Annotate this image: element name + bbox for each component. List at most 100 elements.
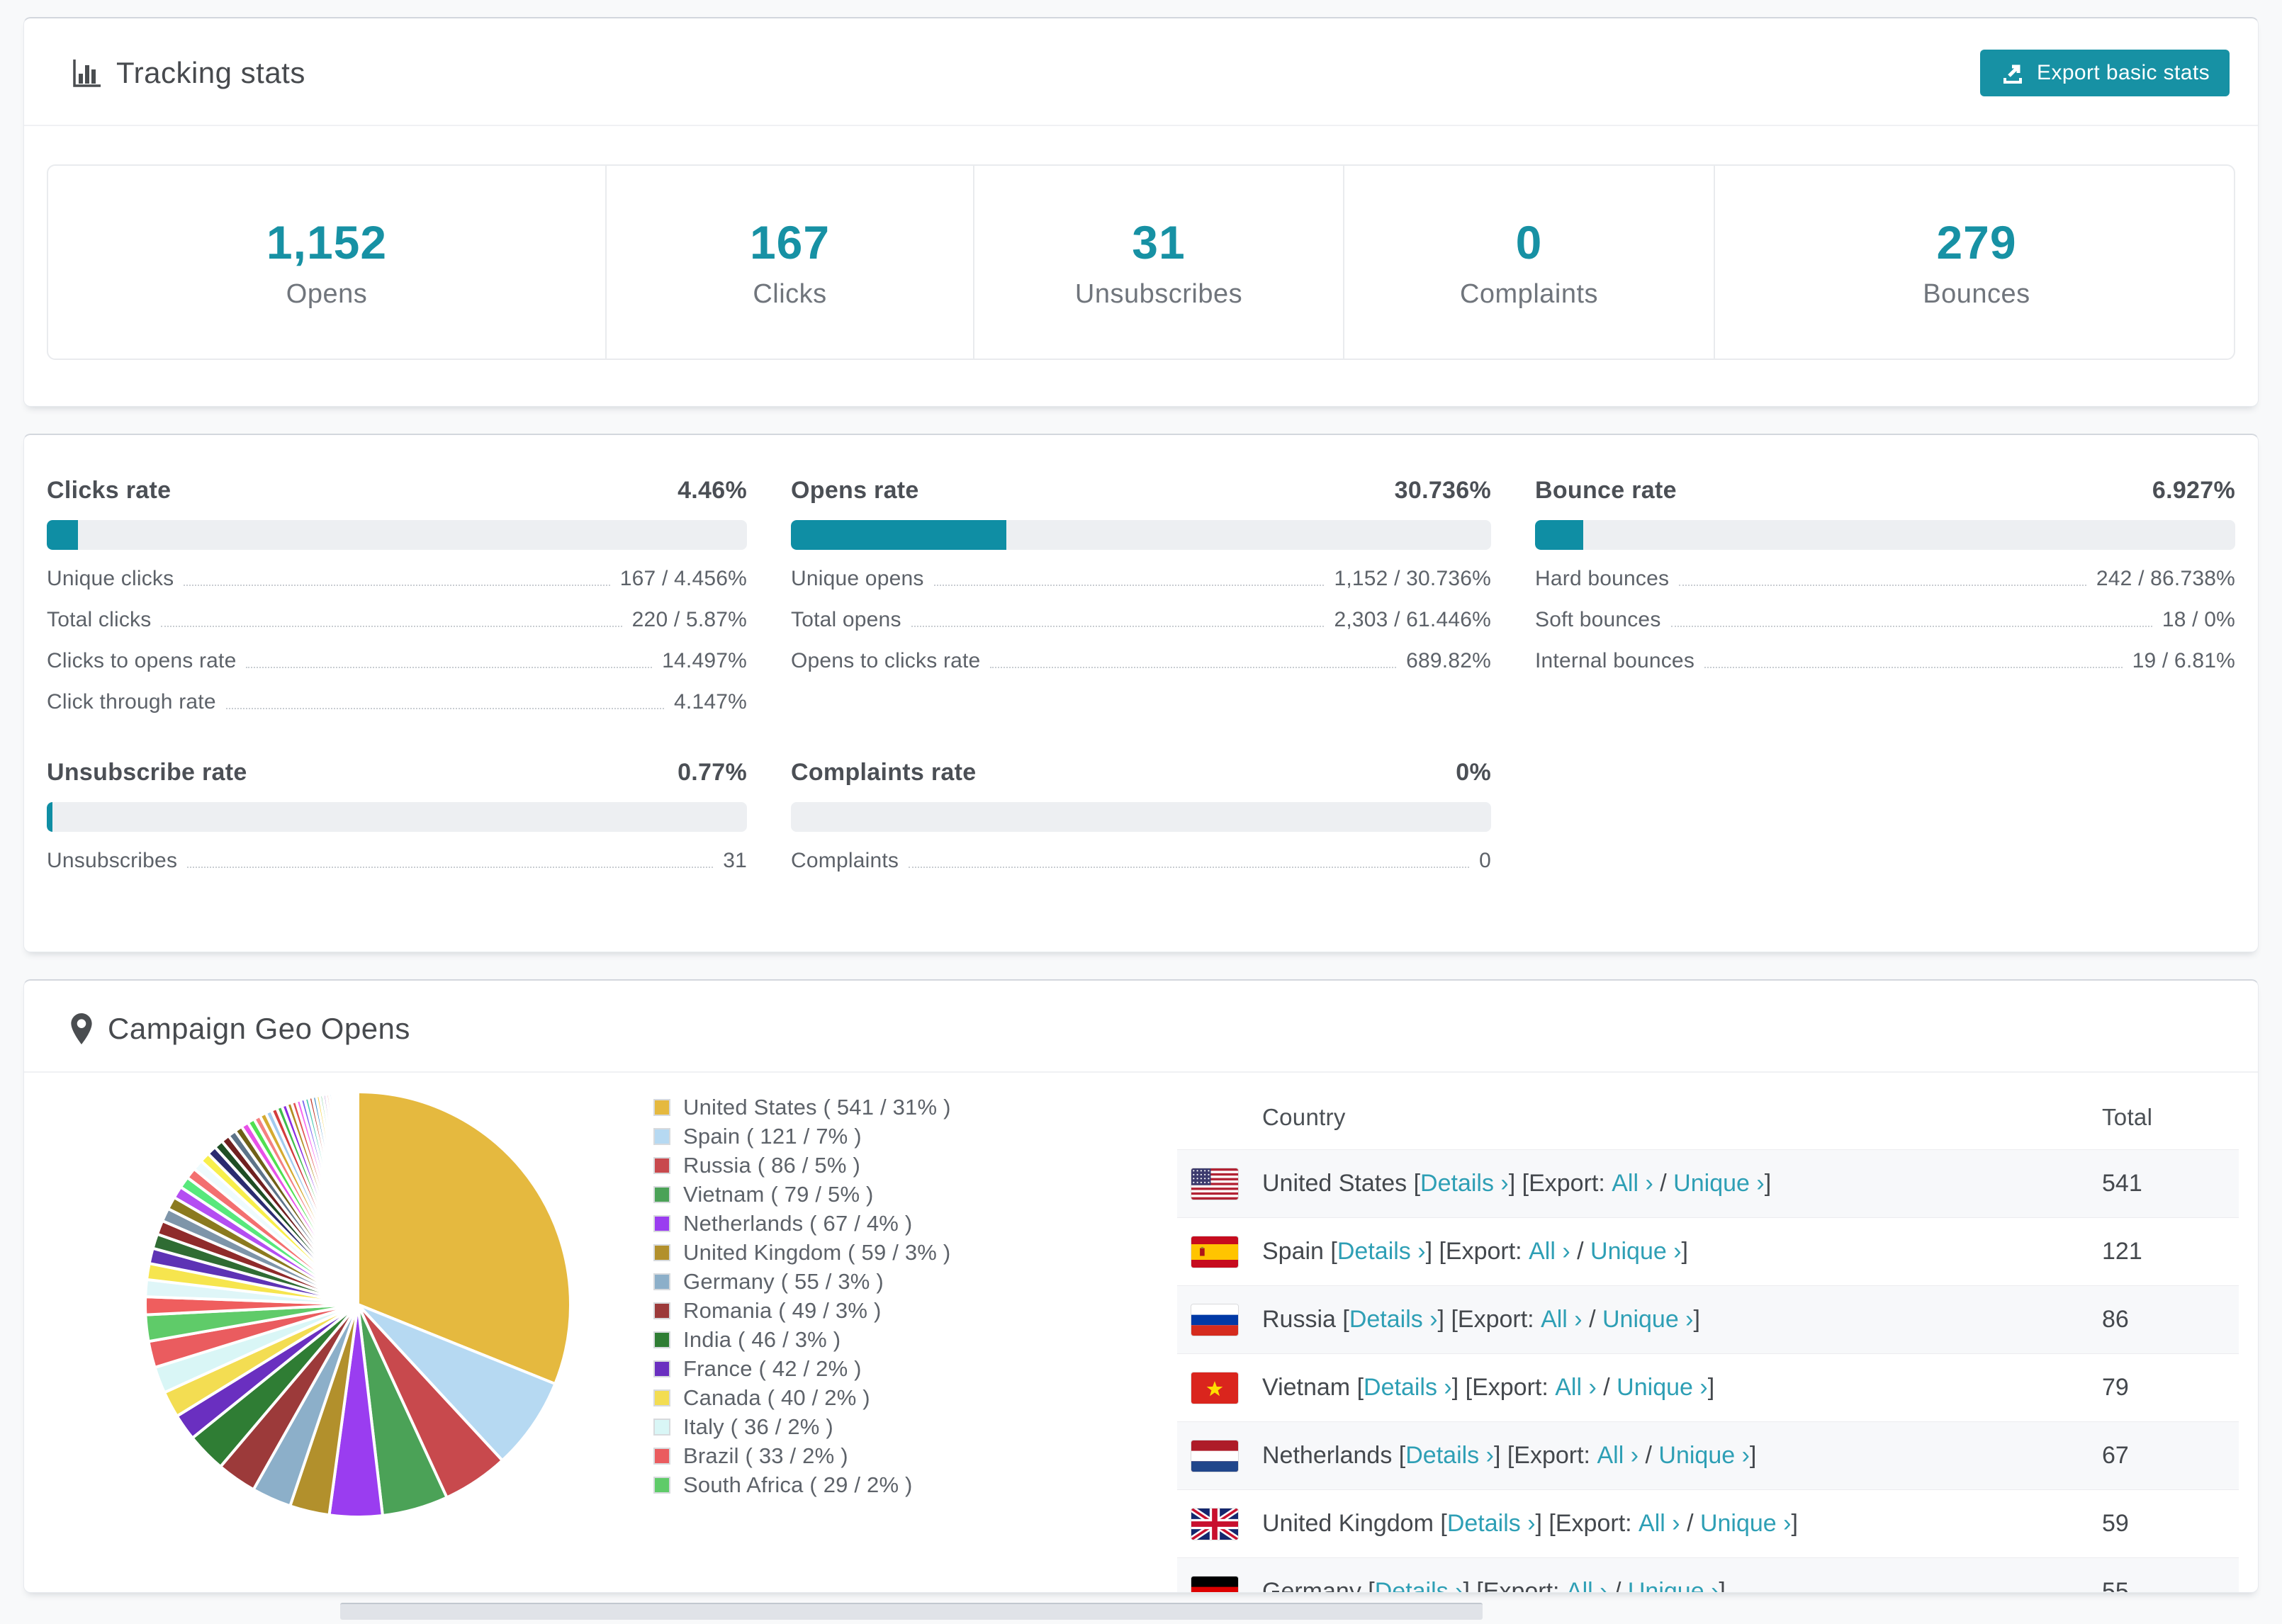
- export-label: Export:: [1514, 1442, 1591, 1469]
- rate-value: 30.736%: [1394, 477, 1491, 504]
- legend-item[interactable]: Brazil ( 33 / 2% ): [653, 1441, 951, 1470]
- legend-item[interactable]: Canada ( 40 / 2% ): [653, 1383, 951, 1412]
- details-link[interactable]: Details ›: [1364, 1374, 1452, 1401]
- export-all-link[interactable]: All ›: [1597, 1442, 1639, 1469]
- pie-slice[interactable]: [356, 1303, 557, 1462]
- legend-item[interactable]: South Africa ( 29 / 2% ): [653, 1470, 951, 1499]
- rate-progress-bar: [1535, 520, 2235, 550]
- rate-progress-bar: [791, 802, 1491, 832]
- rate-detail-row: Opens to clicks rate 689.82%: [791, 649, 1491, 673]
- legend-swatch: [653, 1418, 670, 1436]
- details-link[interactable]: Details ›: [1420, 1170, 1509, 1197]
- rate-detail-row: Unique clicks 167 / 4.456%: [47, 567, 747, 591]
- legend-label: United Kingdom ( 59 / 3% ): [683, 1239, 951, 1265]
- geo-opens-table: Country Total United States [Details ›] …: [1177, 1086, 2239, 1593]
- rate-detail-value: 19 / 6.81%: [2132, 649, 2235, 672]
- legend-label: Canada ( 40 / 2% ): [683, 1385, 870, 1410]
- page-title: Tracking stats: [116, 56, 305, 89]
- legend-swatch: [653, 1098, 670, 1116]
- country-name: United Kingdom: [1262, 1510, 1434, 1537]
- rate-detail-value: 31: [723, 849, 747, 872]
- pie-slice[interactable]: [356, 1090, 573, 1386]
- export-all-link[interactable]: All ›: [1566, 1578, 1608, 1593]
- ru-flag-icon: [1191, 1304, 1238, 1336]
- geo-table-header: Country Total: [1177, 1086, 2239, 1149]
- export-label: Export:: [1457, 1306, 1534, 1333]
- dotted-leader: [933, 585, 1325, 586]
- rate-progress-fill: [791, 520, 1006, 550]
- dotted-leader: [1704, 667, 2123, 668]
- rate-title: Opens rate: [791, 477, 919, 504]
- rate-detail-row: Unsubscribes 31: [47, 849, 747, 873]
- export-basic-stats-button[interactable]: Export basic stats: [1980, 50, 2230, 96]
- legend-item[interactable]: Romania ( 49 / 3% ): [653, 1296, 951, 1325]
- details-link[interactable]: Details ›: [1446, 1510, 1536, 1537]
- legend-item[interactable]: Netherlands ( 67 / 4% ): [653, 1209, 951, 1238]
- rate-detail-value: 242 / 86.738%: [2096, 567, 2235, 590]
- details-link[interactable]: Details ›: [1349, 1306, 1438, 1333]
- rate-progress-bar: [791, 520, 1491, 550]
- map-pin-icon: [71, 1013, 92, 1044]
- rate-detail-value: 167 / 4.456%: [619, 567, 747, 590]
- pie-slice[interactable]: [354, 1090, 359, 1305]
- export-all-link[interactable]: All ›: [1612, 1170, 1653, 1197]
- legend-label: United States ( 541 / 31% ): [683, 1094, 951, 1120]
- dotted-leader: [187, 867, 714, 868]
- horizontal-scrollbar-thumb[interactable]: [340, 1603, 1483, 1620]
- tracking-stats-card: Tracking stats Export basic stats 1,152 …: [23, 17, 2259, 407]
- rate-panel-clicks-rate: Clicks rate 4.46% Unique clicks 167 / 4.…: [47, 475, 747, 714]
- rate-progress-bar: [47, 520, 747, 550]
- legend-item[interactable]: Italy ( 36 / 2% ): [653, 1412, 951, 1441]
- export-unique-link[interactable]: Unique ›: [1699, 1510, 1792, 1537]
- rate-progress-fill: [47, 520, 79, 550]
- rate-detail-label: Complaints: [791, 849, 899, 872]
- legend-item[interactable]: France ( 42 / 2% ): [653, 1354, 951, 1383]
- rate-detail-label: Unsubscribes: [47, 849, 178, 872]
- details-link[interactable]: Details ›: [1405, 1442, 1494, 1469]
- stat-box-complaints: 0 Complaints: [1343, 166, 1714, 359]
- legend-item[interactable]: United States ( 541 / 31% ): [653, 1093, 951, 1122]
- stat-label: Opens: [286, 278, 368, 309]
- country-total: 79: [2102, 1374, 2129, 1401]
- export-all-link[interactable]: All ›: [1541, 1306, 1583, 1333]
- export-unique-link[interactable]: Unique ›: [1617, 1374, 1708, 1401]
- rate-detail-row: Clicks to opens rate 14.497%: [47, 649, 747, 673]
- export-unique-link[interactable]: Unique ›: [1673, 1170, 1765, 1197]
- legend-swatch: [653, 1302, 670, 1319]
- legend-item[interactable]: Germany ( 55 / 3% ): [653, 1267, 951, 1296]
- rate-detail-row: Hard bounces 242 / 86.738%: [1535, 567, 2235, 591]
- export-unique-link[interactable]: Unique ›: [1627, 1578, 1719, 1593]
- legend-item[interactable]: Spain ( 121 / 7% ): [653, 1122, 951, 1151]
- geo-table-row-es: Spain [Details ›] [Export: All › / Uniqu…: [1177, 1217, 2239, 1285]
- legend-label: France ( 42 / 2% ): [683, 1355, 862, 1381]
- stat-label: Bounces: [1923, 278, 2030, 309]
- geo-table-row-ru: Russia [Details ›] [Export: All › / Uniq…: [1177, 1285, 2239, 1353]
- rate-detail-value: 4.147%: [674, 690, 747, 714]
- export-unique-link[interactable]: Unique ›: [1602, 1306, 1694, 1333]
- geo-opens-pie-chart[interactable]: [139, 1086, 577, 1523]
- export-all-link[interactable]: All ›: [1555, 1374, 1597, 1401]
- rate-detail-label: Internal bounces: [1535, 649, 1695, 672]
- country-total: 67: [2102, 1442, 2129, 1469]
- export-unique-link[interactable]: Unique ›: [1658, 1442, 1750, 1469]
- legend-item[interactable]: United Kingdom ( 59 / 3% ): [653, 1238, 951, 1267]
- legend-label: India ( 46 / 3% ): [683, 1326, 841, 1352]
- export-all-link[interactable]: All ›: [1639, 1510, 1680, 1537]
- export-unique-link[interactable]: Unique ›: [1590, 1238, 1682, 1265]
- country-total: 121: [2102, 1238, 2142, 1265]
- country-name: Netherlands: [1262, 1442, 1393, 1469]
- legend-item[interactable]: Russia ( 86 / 5% ): [653, 1151, 951, 1180]
- column-header-total: Total: [2102, 1104, 2153, 1130]
- details-link[interactable]: Details ›: [1374, 1578, 1463, 1593]
- country-name: Vietnam: [1262, 1374, 1351, 1401]
- geo-table-row-nl: Netherlands [Details ›] [Export: All › /…: [1177, 1421, 2239, 1489]
- rate-panel-bounce-rate: Bounce rate 6.927% Hard bounces 242 / 86…: [1535, 475, 2235, 714]
- legend-item[interactable]: India ( 46 / 3% ): [653, 1325, 951, 1354]
- rate-progress-fill: [1535, 520, 1584, 550]
- rate-detail-row: Soft bounces 18 / 0%: [1535, 608, 2235, 632]
- legend-item[interactable]: Vietnam ( 79 / 5% ): [653, 1180, 951, 1209]
- export-all-link[interactable]: All ›: [1529, 1238, 1570, 1265]
- rates-card: Clicks rate 4.46% Unique clicks 167 / 4.…: [23, 434, 2259, 952]
- details-link[interactable]: Details ›: [1337, 1238, 1426, 1265]
- stat-value: 167: [749, 215, 831, 269]
